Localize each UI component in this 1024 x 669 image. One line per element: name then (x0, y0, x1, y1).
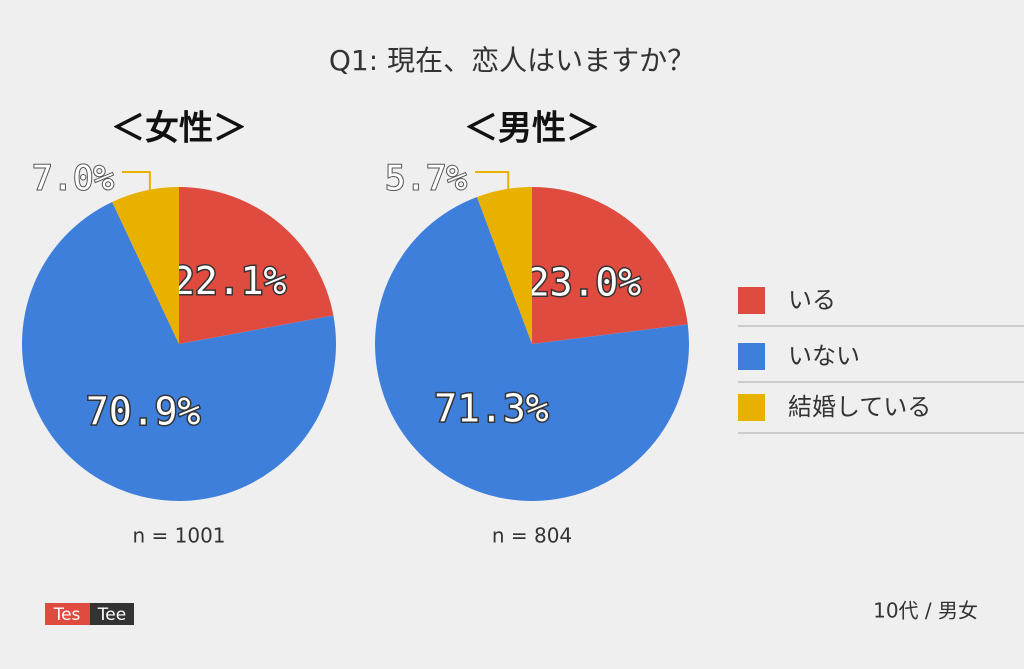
pie-slice (476, 187, 532, 344)
legend-swatch (738, 287, 765, 314)
source: 10代 / 男女 (873, 599, 978, 623)
legend-swatch (738, 394, 765, 421)
chart-title: Q1: 現在、恋人はいますか？ (329, 44, 695, 77)
pie-slice (532, 186, 688, 344)
leader-line (122, 171, 151, 214)
legend-label: いる (788, 286, 836, 314)
legend-swatch (738, 343, 765, 370)
value-label: 22.1% (172, 259, 287, 303)
logo: Tee (97, 605, 126, 625)
pie-slice (179, 187, 334, 344)
leader-line (475, 171, 510, 213)
legend-label: いない (788, 342, 860, 370)
value-label: 71.3% (434, 387, 549, 431)
annotation: n = 1001 (132, 524, 225, 548)
value-label: 5.7% (385, 159, 467, 199)
logo: Tes (53, 605, 81, 625)
pie-slice (375, 196, 689, 501)
legend-label: 結婚している (788, 393, 931, 421)
logo-bg (45, 603, 90, 625)
value-label: 23.0% (527, 261, 642, 305)
value-label: 70.9% (86, 389, 201, 433)
annotation: n = 804 (492, 524, 572, 548)
pie-slice (112, 187, 179, 344)
subtitle: ＜男性＞ (464, 109, 600, 149)
value-label: 7.0% (32, 159, 114, 199)
logo-bg (90, 603, 134, 625)
subtitle: ＜女性＞ (111, 109, 247, 149)
pie-slice (22, 201, 337, 502)
